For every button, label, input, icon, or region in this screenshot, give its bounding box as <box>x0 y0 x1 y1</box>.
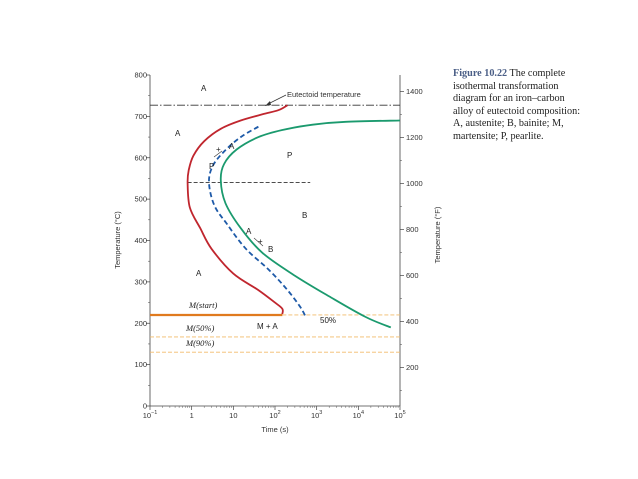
y-tick-label-f: 600 <box>406 271 419 280</box>
y-tick-label-c: 500 <box>134 195 147 204</box>
curve-pointer-upper <box>213 150 223 158</box>
y-tick-label-c: 400 <box>134 236 147 245</box>
y-tick-label-f: 400 <box>406 317 419 326</box>
transformation-start-curve <box>186 104 288 315</box>
region-label-austenite-left: A <box>175 129 181 138</box>
y-tick-label-f: 200 <box>406 363 419 372</box>
y-axis-title-celsius: Temperature (°C) <box>113 211 122 269</box>
y-tick-label-f: 1000 <box>406 179 423 188</box>
region-label-50-percent: 50% <box>320 316 336 325</box>
y-tick-label-f: 800 <box>406 225 419 234</box>
transformation-end-curve <box>219 119 401 329</box>
x-tick-label: 103 <box>311 410 322 420</box>
x-tick-label: 1 <box>190 411 194 420</box>
region-label-martensite-austenite: M + A <box>257 322 278 331</box>
curve-label-b-lower: B <box>268 245 273 254</box>
region-label-bainite: B <box>302 211 307 220</box>
x-tick-label: 10 <box>229 411 237 420</box>
x-tick-label: 105 <box>394 410 405 420</box>
m-start-label: M(start) <box>188 300 218 310</box>
x-tick-label: 104 <box>353 410 364 420</box>
m-90-label: M(90%) <box>185 338 214 348</box>
x-tick-label: 102 <box>269 410 280 420</box>
m-50-label: M(50%) <box>185 323 214 333</box>
x-axis-title: Time (s) <box>261 425 289 434</box>
y-tick-label-c: 600 <box>134 153 147 162</box>
curve-label-plus-upper: + <box>216 145 221 154</box>
y-tick-label-c: 0 <box>143 402 147 411</box>
curve-label-plus-lower: + <box>258 237 263 246</box>
curve-label-a-upper: A <box>229 142 235 151</box>
figure-caption: Figure 10.22 The complete isothermal tra… <box>453 68 583 144</box>
y-tick-label-c: 700 <box>134 112 147 121</box>
y-axis-title-fahrenheit: Temperature (°F) <box>433 206 442 263</box>
figure-caption-text: The complete isothermal transformation d… <box>453 68 581 142</box>
region-label-austenite-top: A <box>201 84 207 93</box>
y-tick-label-c: 800 <box>134 71 147 80</box>
curve-label-a-lower: A <box>246 227 252 236</box>
eutectoid-label: Eutectoid temperature <box>287 90 361 99</box>
region-label-pearlite: P <box>287 151 292 160</box>
x-tick-label: 10−1 <box>143 410 158 420</box>
eutectoid-arrowhead <box>265 101 271 106</box>
curve-pointer-lower <box>253 237 264 247</box>
axes <box>149 75 401 407</box>
y-tick-label-f: 1200 <box>406 133 423 142</box>
curve-label-p-upper: P <box>209 162 214 171</box>
y-tick-label-f: 1400 <box>406 87 423 96</box>
y-tick-label-c: 200 <box>134 319 147 328</box>
region-label-austenite-lower: A <box>196 269 202 278</box>
y-tick-label-c: 100 <box>134 360 147 369</box>
figure-label: Figure 10.22 <box>453 68 508 79</box>
transformation-50-percent-curve <box>208 125 307 318</box>
y-tick-label-c: 300 <box>134 277 147 286</box>
eutectoid-arrow <box>267 94 287 105</box>
